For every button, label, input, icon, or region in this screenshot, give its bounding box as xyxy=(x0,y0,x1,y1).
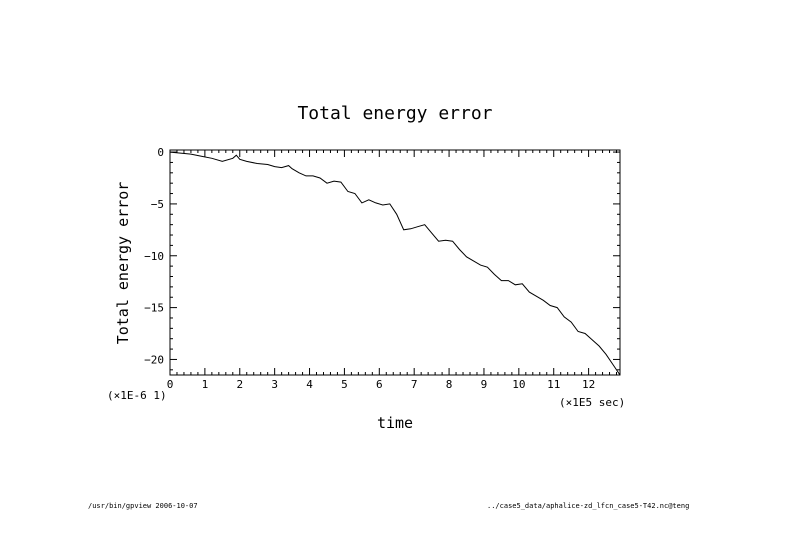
x-tick-label: 12 xyxy=(582,378,595,391)
chart-title: Total energy error xyxy=(297,103,492,124)
x-tick-label: 3 xyxy=(271,378,278,391)
x-tick-label: 5 xyxy=(341,378,348,391)
x-tick-label: 6 xyxy=(376,378,383,391)
x-scale-note: (×1E5 sec) xyxy=(559,396,625,409)
y-tick-label: −20 xyxy=(144,353,164,366)
x-tick-label: 0 xyxy=(167,378,174,391)
x-tick-label: 1 xyxy=(202,378,209,391)
x-tick-label: 8 xyxy=(446,378,453,391)
y-tick-label: 0 xyxy=(157,146,164,159)
y-tick-label: −10 xyxy=(144,250,164,263)
x-tick-label: 9 xyxy=(481,378,488,391)
x-tick-label: 4 xyxy=(306,378,313,391)
x-axis-label: time xyxy=(377,414,413,432)
y-tick-label: −15 xyxy=(144,302,164,315)
x-tick-label: 7 xyxy=(411,378,418,391)
x-tick-label: 10 xyxy=(512,378,525,391)
x-tick-label: 2 xyxy=(236,378,243,391)
x-tick-label: 11 xyxy=(547,378,560,391)
y-scale-note: (×1E-6 1) xyxy=(107,389,167,402)
y-axis-label: Total energy error xyxy=(114,182,132,345)
y-tick-label: −5 xyxy=(151,198,164,211)
x-axis: 0 1 2 3 4 5 6 7 8 9 10 11 12 xyxy=(167,150,618,391)
footer-right: ../case5_data/aphalice-zd_lfcn_case5-T42… xyxy=(487,502,690,510)
energy-error-line xyxy=(169,151,621,376)
y-axis: 0 −5 −10 −15 −20 xyxy=(144,146,620,371)
footer-left: /usr/bin/gpview 2006-10-07 xyxy=(88,502,198,510)
plot-frame xyxy=(169,149,621,376)
